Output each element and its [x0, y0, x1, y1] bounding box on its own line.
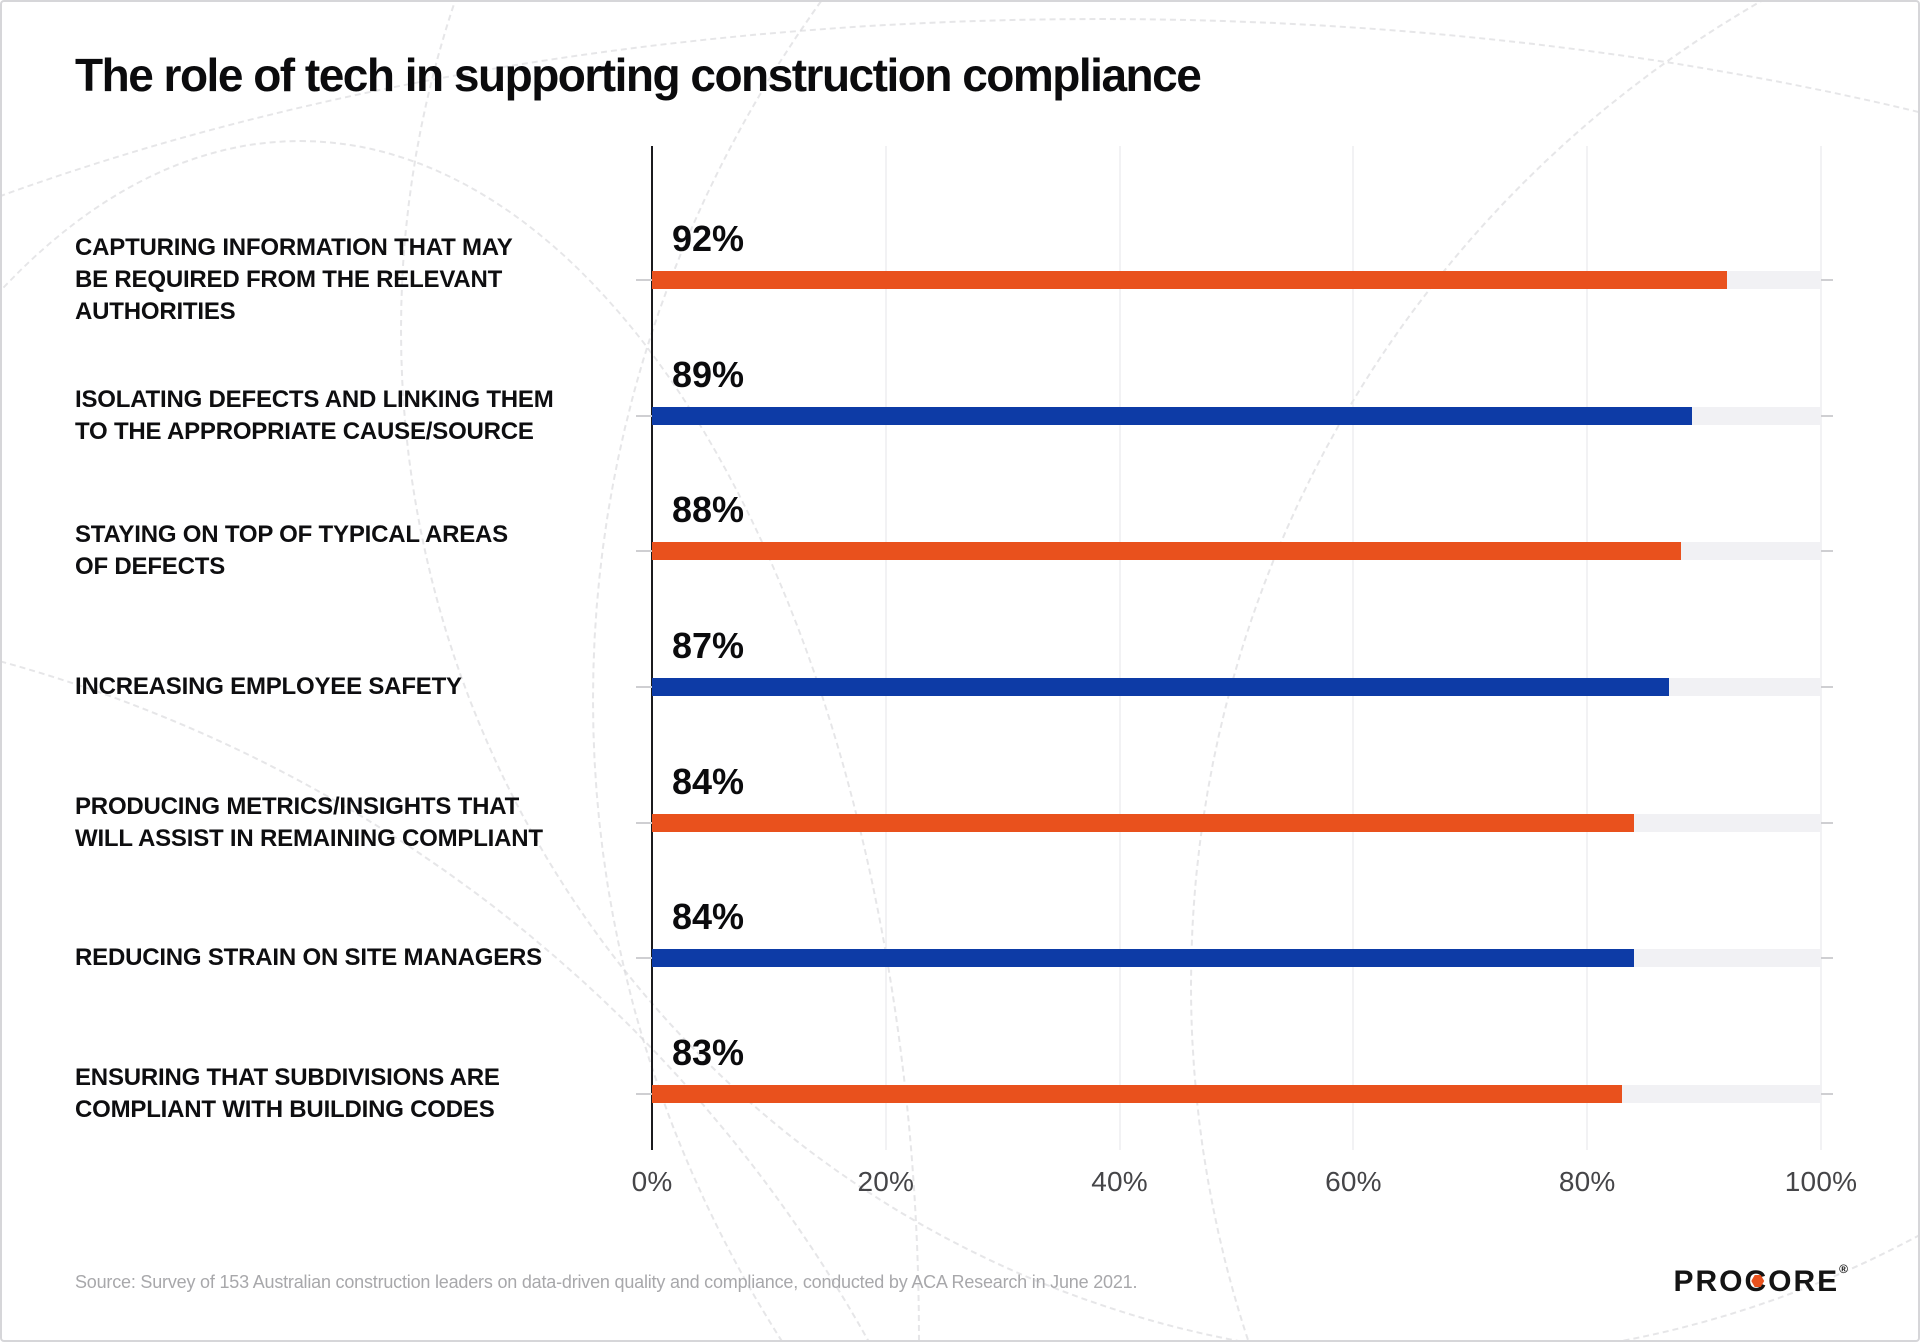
procore-logo: PROCORE® — [1673, 1262, 1848, 1299]
gridline — [885, 146, 887, 1150]
gridline — [1352, 146, 1354, 1150]
plot-area: 0% 20% 40% 60% 80% 100% 92% 89% 88% 87% 84% 84% 83% — [632, 146, 1857, 1197]
category-label: STAYING ON TOP OF TYPICAL AREAS OF DEFEC… — [75, 521, 508, 581]
category-label: INCREASING EMPLOYEE SAFETY — [75, 673, 462, 700]
category-label: CAPTURING INFORMATION THAT MAY BE REQUIR… — [75, 234, 513, 325]
page-title: The role of tech in supporting construct… — [75, 49, 1202, 101]
gridline — [1119, 146, 1121, 1150]
bar — [652, 1085, 1623, 1104]
source-text: Source: Survey of 153 Australian constru… — [75, 1272, 1138, 1292]
bar-value-label: 92% — [672, 218, 745, 259]
bar — [652, 678, 1670, 696]
x-axis-tick-label: 80% — [1558, 1166, 1616, 1197]
y-axis-line — [651, 146, 653, 1150]
bar-value-label: 84% — [672, 760, 745, 802]
logo-letter-c: C — [1744, 1265, 1768, 1299]
bar-value-label: 87% — [672, 625, 745, 666]
category-label: PRODUCING METRICS/INSIGHTS THAT WILL ASS… — [75, 792, 543, 852]
bar — [652, 813, 1634, 832]
logo-text: ORE — [1768, 1265, 1840, 1298]
hexagon-icon — [1751, 1274, 1765, 1287]
gridline — [1586, 146, 1588, 1150]
bar-value-label: 83% — [672, 1032, 745, 1074]
x-axis-tick-label: 100% — [1784, 1166, 1858, 1197]
gridline — [1820, 146, 1822, 1150]
bar — [652, 406, 1693, 425]
logo-text: PRO — [1673, 1265, 1745, 1298]
bar — [652, 542, 1681, 561]
registered-mark: ® — [1839, 1262, 1848, 1276]
bar-value-label: 88% — [672, 489, 745, 531]
x-axis-tick-label: 60% — [1325, 1166, 1382, 1197]
bar — [652, 271, 1728, 289]
bar — [652, 949, 1634, 968]
category-label: ISOLATING DEFECTS AND LINKING THEM TO TH… — [75, 385, 554, 445]
category-label: ENSURING THAT SUBDIVISIONS ARE COMPLIANT… — [75, 1064, 500, 1124]
bar-value-label: 89% — [672, 353, 745, 395]
category-label: REDUCING STRAIN ON SITE MANAGERS — [75, 944, 542, 972]
x-axis-tick-label: 20% — [857, 1166, 915, 1197]
x-axis-tick-label: 40% — [1091, 1166, 1148, 1197]
bar-value-label: 84% — [672, 896, 745, 938]
x-axis-tick-label: 0% — [631, 1166, 673, 1197]
